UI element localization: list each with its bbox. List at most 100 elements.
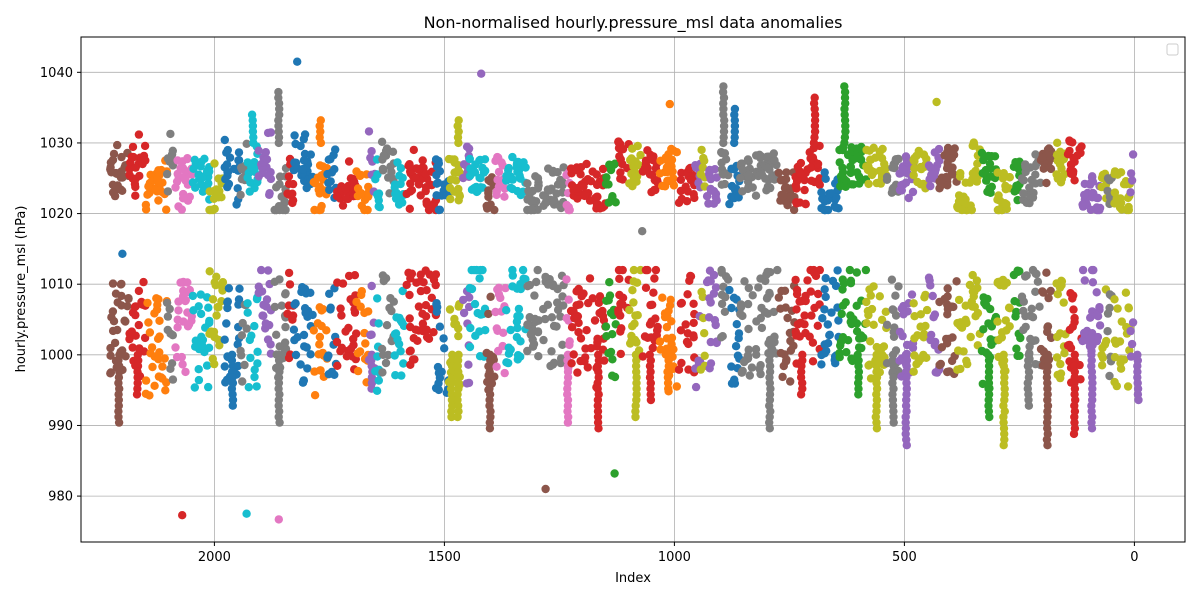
data-point <box>332 337 342 347</box>
data-point <box>833 266 842 275</box>
data-point <box>681 320 690 329</box>
data-point <box>717 158 726 167</box>
x-axis-label: Index <box>615 571 651 586</box>
data-point <box>253 347 262 356</box>
data-point <box>327 367 337 377</box>
data-point <box>357 290 366 300</box>
data-point <box>978 379 987 389</box>
data-point <box>965 280 975 290</box>
data-point <box>734 334 743 343</box>
data-point <box>281 344 291 353</box>
data-point <box>761 276 770 286</box>
data-point <box>234 148 244 157</box>
data-point <box>1110 336 1120 345</box>
data-point <box>544 164 553 173</box>
data-point <box>135 344 144 353</box>
data-point <box>478 265 487 275</box>
data-point <box>208 295 218 304</box>
data-point <box>1038 287 1047 296</box>
data-point <box>1089 189 1098 198</box>
data-point <box>618 175 627 184</box>
data-point <box>162 205 171 214</box>
data-point <box>674 365 684 374</box>
data-point <box>691 382 701 392</box>
data-point <box>748 291 757 300</box>
data-point <box>308 310 317 320</box>
data-point <box>981 165 991 175</box>
data-point <box>539 335 548 345</box>
data-point <box>210 159 219 168</box>
data-point <box>350 271 360 280</box>
data-point <box>963 359 972 369</box>
data-point <box>139 277 148 287</box>
data-point <box>525 280 535 290</box>
data-point <box>999 281 1008 290</box>
data-point <box>709 289 719 298</box>
data-point <box>325 289 334 298</box>
data-point <box>727 362 736 371</box>
data-point <box>162 378 171 387</box>
data-point <box>1086 205 1096 214</box>
data-point <box>247 110 257 119</box>
data-point <box>866 291 875 300</box>
data-point <box>891 155 900 164</box>
data-point <box>1126 326 1135 336</box>
data-point <box>643 265 652 275</box>
data-point <box>1134 395 1143 405</box>
data-point <box>683 329 692 338</box>
data-point <box>336 304 345 313</box>
data-point <box>533 205 542 214</box>
data-point <box>398 198 407 207</box>
data-point <box>677 168 686 178</box>
data-point <box>390 351 399 360</box>
data-point <box>475 274 484 283</box>
data-point <box>250 321 259 331</box>
data-point <box>205 316 214 326</box>
data-point <box>1022 271 1031 280</box>
data-point <box>516 190 525 200</box>
data-point <box>609 160 618 169</box>
data-point <box>1002 200 1011 209</box>
data-point <box>212 187 221 196</box>
data-point <box>776 304 785 313</box>
y-tick-label: 1000 <box>40 348 73 363</box>
data-point <box>391 194 401 203</box>
data-point <box>153 175 162 185</box>
data-point <box>942 339 952 348</box>
data-point <box>166 153 175 163</box>
data-point <box>502 171 511 180</box>
data-point <box>491 307 500 317</box>
data-point <box>1015 351 1024 360</box>
data-point <box>786 377 795 386</box>
data-point <box>595 204 605 213</box>
data-point <box>875 292 884 301</box>
data-point <box>476 183 485 192</box>
data-point <box>1011 312 1020 321</box>
data-point <box>254 172 263 181</box>
data-point <box>602 173 611 182</box>
x-tick-label: 0 <box>1130 550 1138 565</box>
data-point <box>454 331 463 341</box>
data-point <box>567 359 576 368</box>
data-point <box>245 335 254 345</box>
data-point <box>196 290 205 299</box>
data-point <box>521 163 530 172</box>
data-point <box>262 155 272 164</box>
data-point <box>744 324 753 334</box>
data-point <box>879 342 889 351</box>
data-point <box>174 306 183 315</box>
data-point <box>638 227 647 236</box>
data-point <box>168 375 178 384</box>
data-point <box>235 284 244 293</box>
data-point <box>1060 349 1069 358</box>
data-point <box>633 141 642 151</box>
data-point <box>983 294 992 304</box>
data-point <box>615 152 624 161</box>
data-point <box>910 351 919 360</box>
data-point <box>513 323 522 333</box>
data-point <box>573 368 582 377</box>
data-point <box>549 196 559 205</box>
data-point <box>632 278 642 287</box>
data-point <box>810 93 819 102</box>
data-point <box>527 205 536 215</box>
